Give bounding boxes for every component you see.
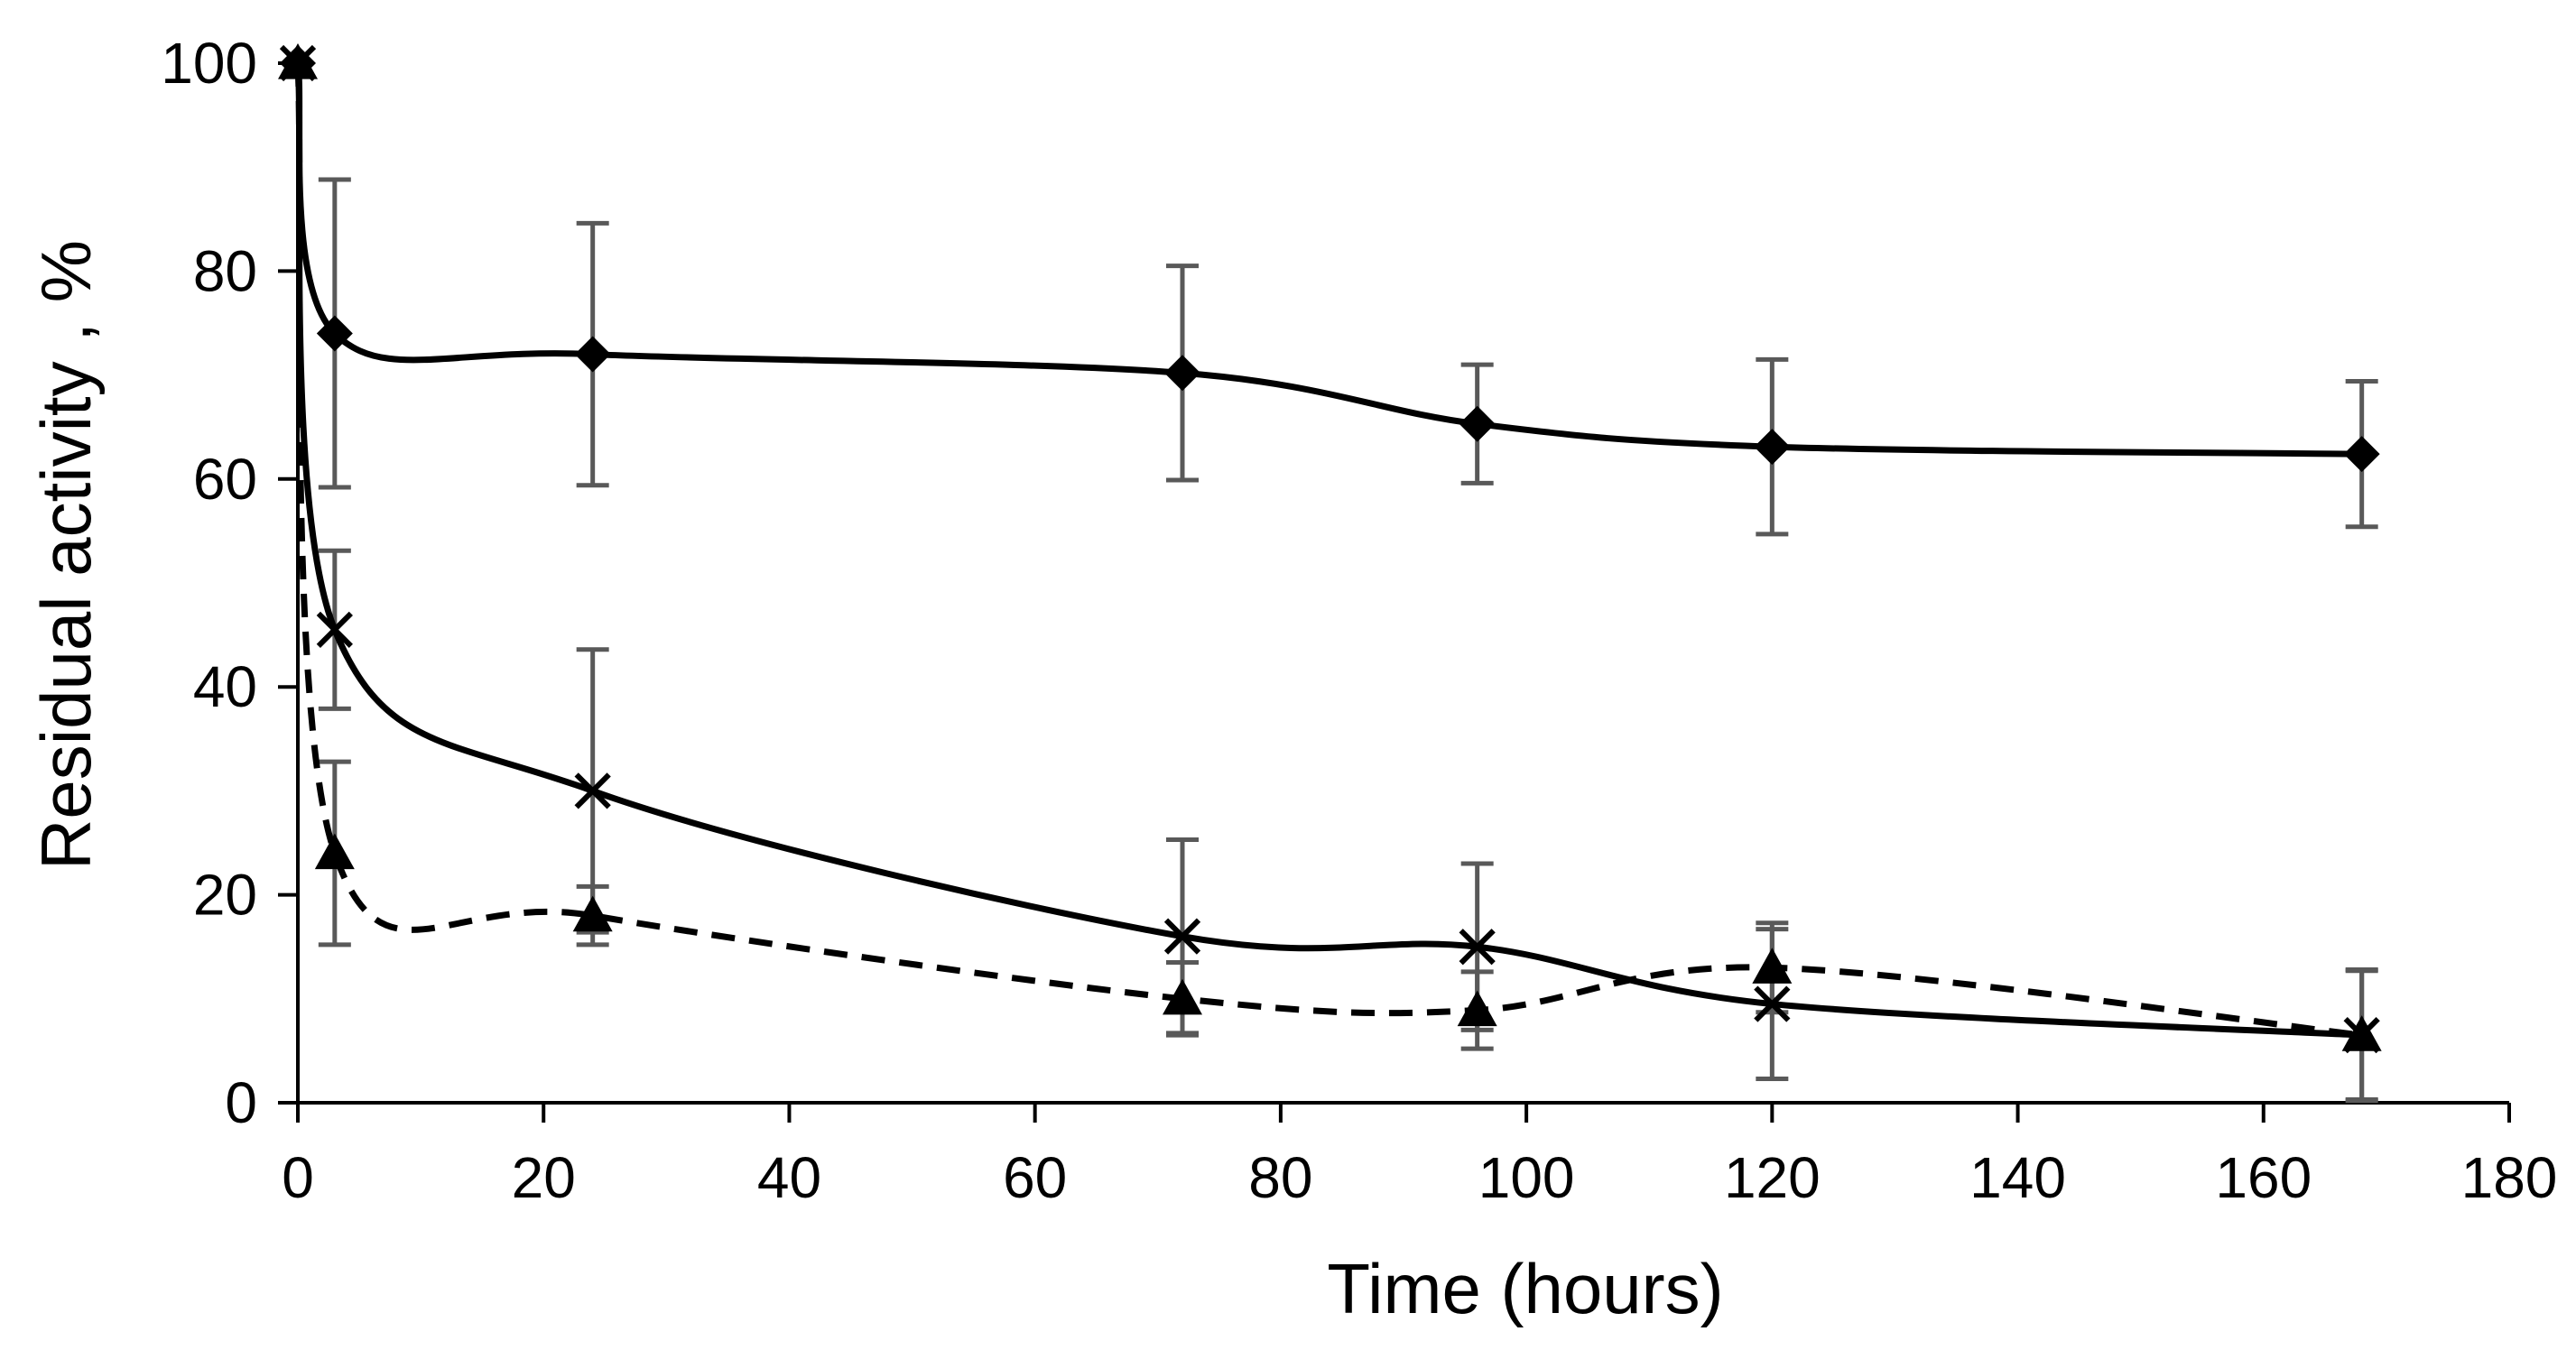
markers-layer <box>278 43 2382 1054</box>
diamond-marker <box>316 315 353 352</box>
x-axis-title: Time (hours) <box>1327 1249 1723 1328</box>
y-tick-label: 20 <box>193 863 257 928</box>
triangle-marker <box>278 43 318 79</box>
diamond-marker <box>574 336 611 373</box>
triangle-series-line <box>294 62 2363 1039</box>
diamond-marker <box>1164 355 1200 392</box>
y-tick-label: 100 <box>161 31 257 96</box>
x-marker-stroke <box>1754 985 1791 1022</box>
x-marker <box>574 772 611 809</box>
series-lines-layer <box>294 62 2363 1039</box>
triangle-marker <box>1752 948 1793 984</box>
triangle-marker <box>2341 1015 2382 1051</box>
diamond-marker <box>2343 436 2380 473</box>
diamond-marker <box>1754 429 1791 466</box>
y-tick-label: 80 <box>193 238 257 303</box>
triangle-marker <box>1163 978 1202 1015</box>
diamond-series-line <box>294 62 2362 458</box>
triangle-marker <box>314 833 355 870</box>
x-tick-label: 120 <box>1724 1145 1821 1210</box>
x-marker-stroke <box>316 611 353 648</box>
x-tick-label: 80 <box>1248 1145 1312 1210</box>
y-tick-label: 60 <box>193 447 257 512</box>
x-marker <box>316 611 353 648</box>
triangle-marker <box>572 895 613 932</box>
x-tick-label: 40 <box>757 1145 821 1210</box>
x-marker-stroke <box>1459 929 1496 966</box>
x-tick-label: 20 <box>512 1145 576 1210</box>
x-marker <box>1459 929 1496 966</box>
cross-series-line <box>294 62 2362 1039</box>
triangle-marker <box>1457 990 1497 1027</box>
y-tick-label: 40 <box>193 654 257 719</box>
y-axis-title: Residual activity , % <box>26 240 106 870</box>
error-bars-layer <box>318 177 2378 1104</box>
x-tick-label: 100 <box>1478 1145 1575 1210</box>
axes-layer: 0 20 40 60 80 100 0 20 40 60 80 100 120 140 160 180 <box>161 31 2557 1210</box>
y-tick-label: 0 <box>225 1070 257 1135</box>
x-marker-stroke <box>1163 918 1201 955</box>
x-tick-label: 180 <box>2461 1145 2558 1210</box>
x-marker <box>1163 918 1201 955</box>
x-tick-label: 160 <box>2215 1145 2312 1210</box>
x-marker-stroke <box>574 772 611 809</box>
x-marker <box>1754 985 1791 1022</box>
x-tick-label: 0 <box>282 1145 314 1210</box>
diamond-marker <box>1459 405 1496 442</box>
x-tick-label: 60 <box>1003 1145 1067 1210</box>
x-tick-label: 140 <box>1969 1145 2066 1210</box>
